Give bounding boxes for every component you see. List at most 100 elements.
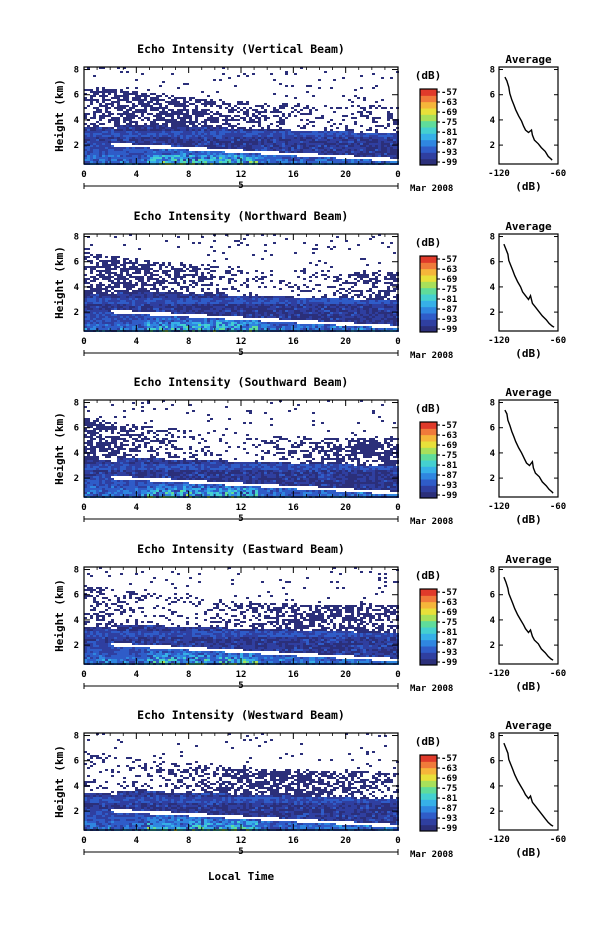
heatmap-cell <box>216 139 219 141</box>
heatmap-cell <box>189 115 192 117</box>
heatmap-cell <box>195 151 198 153</box>
heatmap-cell <box>90 254 93 256</box>
heatmap-cell <box>231 155 234 157</box>
heatmap-cell <box>96 296 99 298</box>
heatmap-cell <box>123 105 126 107</box>
heatmap-cell <box>375 131 378 133</box>
heatmap-cell <box>276 135 279 137</box>
heatmap-cell <box>219 318 222 320</box>
heatmap-cell <box>393 143 396 145</box>
heatmap-cell <box>135 111 138 113</box>
heatmap-cell <box>243 300 246 302</box>
heatmap-cell <box>342 133 345 135</box>
heatmap-cell <box>96 155 99 157</box>
heatmap-cell <box>336 278 339 280</box>
heatmap-cell <box>150 141 153 143</box>
heatmap-cell <box>96 93 99 95</box>
heatmap-cell <box>258 145 261 147</box>
heatmap-cell <box>105 127 108 129</box>
heatmap-cell <box>372 286 375 288</box>
heatmap-cell <box>309 280 312 282</box>
heatmap-cell <box>108 137 111 139</box>
heatmap-cell <box>225 310 228 312</box>
heatmap-cell <box>201 310 204 312</box>
heatmap-cell <box>84 296 87 298</box>
heatmap-cell <box>120 99 123 101</box>
heatmap-cell <box>336 302 339 304</box>
heatmap-cell <box>375 139 378 141</box>
heatmap-cell <box>171 131 174 133</box>
heatmap-cell <box>180 159 183 161</box>
heatmap-cell <box>99 328 102 330</box>
heatmap-cell <box>108 300 111 302</box>
heatmap-cell <box>129 304 132 306</box>
heatmap-cell <box>168 121 171 123</box>
heatmap-cell <box>132 127 135 129</box>
heatmap-cell <box>93 322 96 324</box>
heatmap-cell <box>177 141 180 143</box>
heatmap-cell <box>342 139 345 141</box>
heatmap-cell <box>186 155 189 157</box>
heatmap-cell <box>204 310 207 312</box>
heatmap-cell <box>141 324 144 326</box>
heatmap-cell <box>147 119 150 121</box>
heatmap-cell <box>240 270 243 272</box>
heatmap-cell <box>183 149 186 151</box>
heatmap-cell <box>147 157 150 159</box>
heatmap-cell <box>219 129 222 131</box>
heatmap-cell <box>309 135 312 137</box>
heatmap-cell <box>321 316 324 318</box>
heatmap-cell <box>153 302 156 304</box>
heatmap-cell <box>300 143 303 145</box>
heatmap-cell <box>90 117 93 119</box>
heatmap-cell <box>132 296 135 298</box>
heatmap-cell <box>267 300 270 302</box>
heatmap-cell <box>201 155 204 157</box>
heatmap-cell <box>105 91 108 93</box>
heatmap-cell <box>96 316 99 318</box>
heatmap-cell <box>153 264 156 266</box>
heatmap-cell <box>141 95 144 97</box>
heatmap-cell <box>327 133 330 135</box>
heatmap-cell <box>141 310 144 312</box>
heatmap-cell <box>261 312 264 314</box>
heatmap-cell <box>360 316 363 318</box>
heatmap-cell <box>99 318 102 320</box>
heatmap-cell <box>327 157 330 159</box>
heatmap-cell <box>159 95 162 97</box>
heatmap-cell <box>138 276 141 278</box>
heatmap-cell <box>162 328 165 330</box>
heatmap-cell <box>369 302 372 304</box>
heatmap-cell <box>168 103 171 105</box>
heatmap-cell <box>210 157 213 159</box>
heatmap-cell <box>279 314 282 316</box>
heatmap-cell <box>141 103 144 105</box>
heatmap-cell <box>93 143 96 145</box>
heatmap-cell <box>96 318 99 320</box>
heatmap-cell <box>93 95 96 97</box>
heatmap-cell <box>207 141 210 143</box>
heatmap-cell <box>165 125 168 127</box>
heatmap-cell <box>297 318 300 320</box>
heatmap-cell <box>123 326 126 328</box>
heatmap-cell <box>195 274 198 276</box>
heatmap-cell <box>219 302 222 304</box>
heatmap-cell <box>93 314 96 316</box>
heatmap-cell <box>237 324 240 326</box>
heatmap-cell <box>108 135 111 137</box>
heatmap-cell <box>300 308 303 310</box>
heatmap-cell <box>180 143 183 145</box>
heatmap-cell <box>342 95 345 97</box>
heatmap-cell <box>192 161 195 163</box>
heatmap-cell <box>102 296 105 298</box>
heatmap-cell <box>135 296 138 298</box>
heatmap-cell <box>330 318 333 320</box>
heatmap-cell <box>357 290 360 292</box>
heatmap-cell <box>186 322 189 324</box>
heatmap-cell <box>87 127 90 129</box>
heatmap-cell <box>243 326 246 328</box>
heatmap-cell <box>186 328 189 330</box>
heatmap-cell <box>183 117 186 119</box>
heatmap-cell <box>264 304 267 306</box>
heatmap-cell <box>360 111 363 113</box>
